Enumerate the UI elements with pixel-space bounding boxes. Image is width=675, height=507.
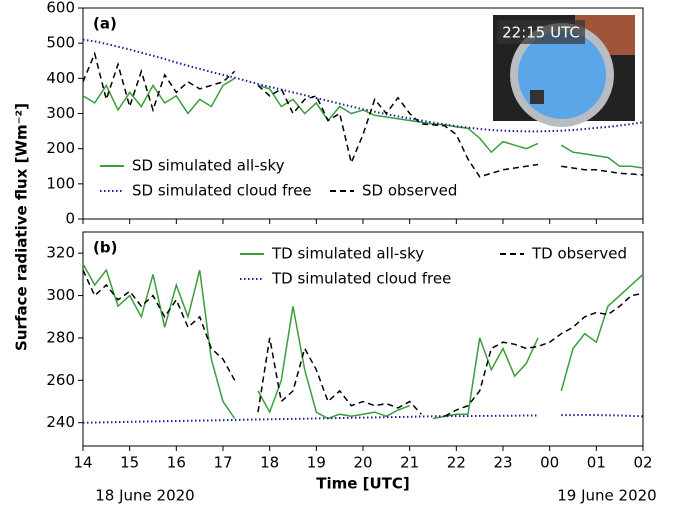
x-tick-label: 18: [260, 454, 279, 472]
y-tick-label: 500: [46, 34, 75, 52]
x-tick-label: 01: [587, 454, 606, 472]
x-tick-label: 14: [73, 454, 92, 472]
legend-label: SD simulated cloud free: [132, 182, 312, 200]
y-tick-label: 320: [46, 244, 75, 262]
legend-label: TD simulated all-sky: [271, 245, 424, 263]
inset-label-bg: [497, 20, 585, 44]
legend-label: SD simulated all-sky: [132, 157, 285, 175]
x-tick-label: 17: [213, 454, 232, 472]
date-label: 18 June 2020: [95, 487, 194, 505]
panel-label: (a): [93, 15, 117, 33]
x-tick-label: 19: [307, 454, 326, 472]
x-tick-label: 02: [633, 454, 652, 472]
x-tick-label: 15: [120, 454, 139, 472]
x-tick-label: 00: [540, 454, 559, 472]
legend-label: SD observed: [362, 182, 457, 200]
y-tick-label: 200: [46, 139, 75, 157]
series-line: [82, 38, 644, 133]
x-axis-label: Time [UTC]: [316, 475, 410, 493]
legend-label: TD simulated cloud free: [271, 270, 451, 288]
inset-time-label: 22:15 UTC: [502, 24, 580, 42]
date-label: 19 June 2020: [557, 487, 656, 505]
legend-label: TD observed: [531, 245, 627, 263]
y-tick-label: 280: [46, 328, 75, 346]
y-tick-label: 600: [46, 0, 75, 17]
series-line: [82, 269, 644, 417]
sky-camera-inset: 22:15 UTC: [493, 15, 635, 127]
inset-sky: [518, 31, 606, 119]
x-tick-label: 23: [493, 454, 512, 472]
series-line: [82, 263, 644, 420]
y-axis-label: Surface radiative flux [Wm⁻²]: [13, 103, 31, 351]
x-tick-label: 22: [447, 454, 466, 472]
x-tick-label: 21: [400, 454, 419, 472]
series-line: [82, 413, 644, 424]
y-tick-label: 100: [46, 174, 75, 192]
y-tick-label: 260: [46, 371, 75, 389]
x-tick-label: 20: [353, 454, 372, 472]
series-line: [82, 51, 644, 178]
panel-label: (b): [93, 239, 117, 257]
y-tick-label: 300: [46, 104, 75, 122]
y-tick-label: 300: [46, 286, 75, 304]
x-tick-label: 16: [167, 454, 186, 472]
y-tick-label: 240: [46, 413, 75, 431]
y-tick-label: 0: [65, 210, 75, 228]
y-tick-label: 400: [46, 69, 75, 87]
inset-object: [530, 90, 544, 104]
